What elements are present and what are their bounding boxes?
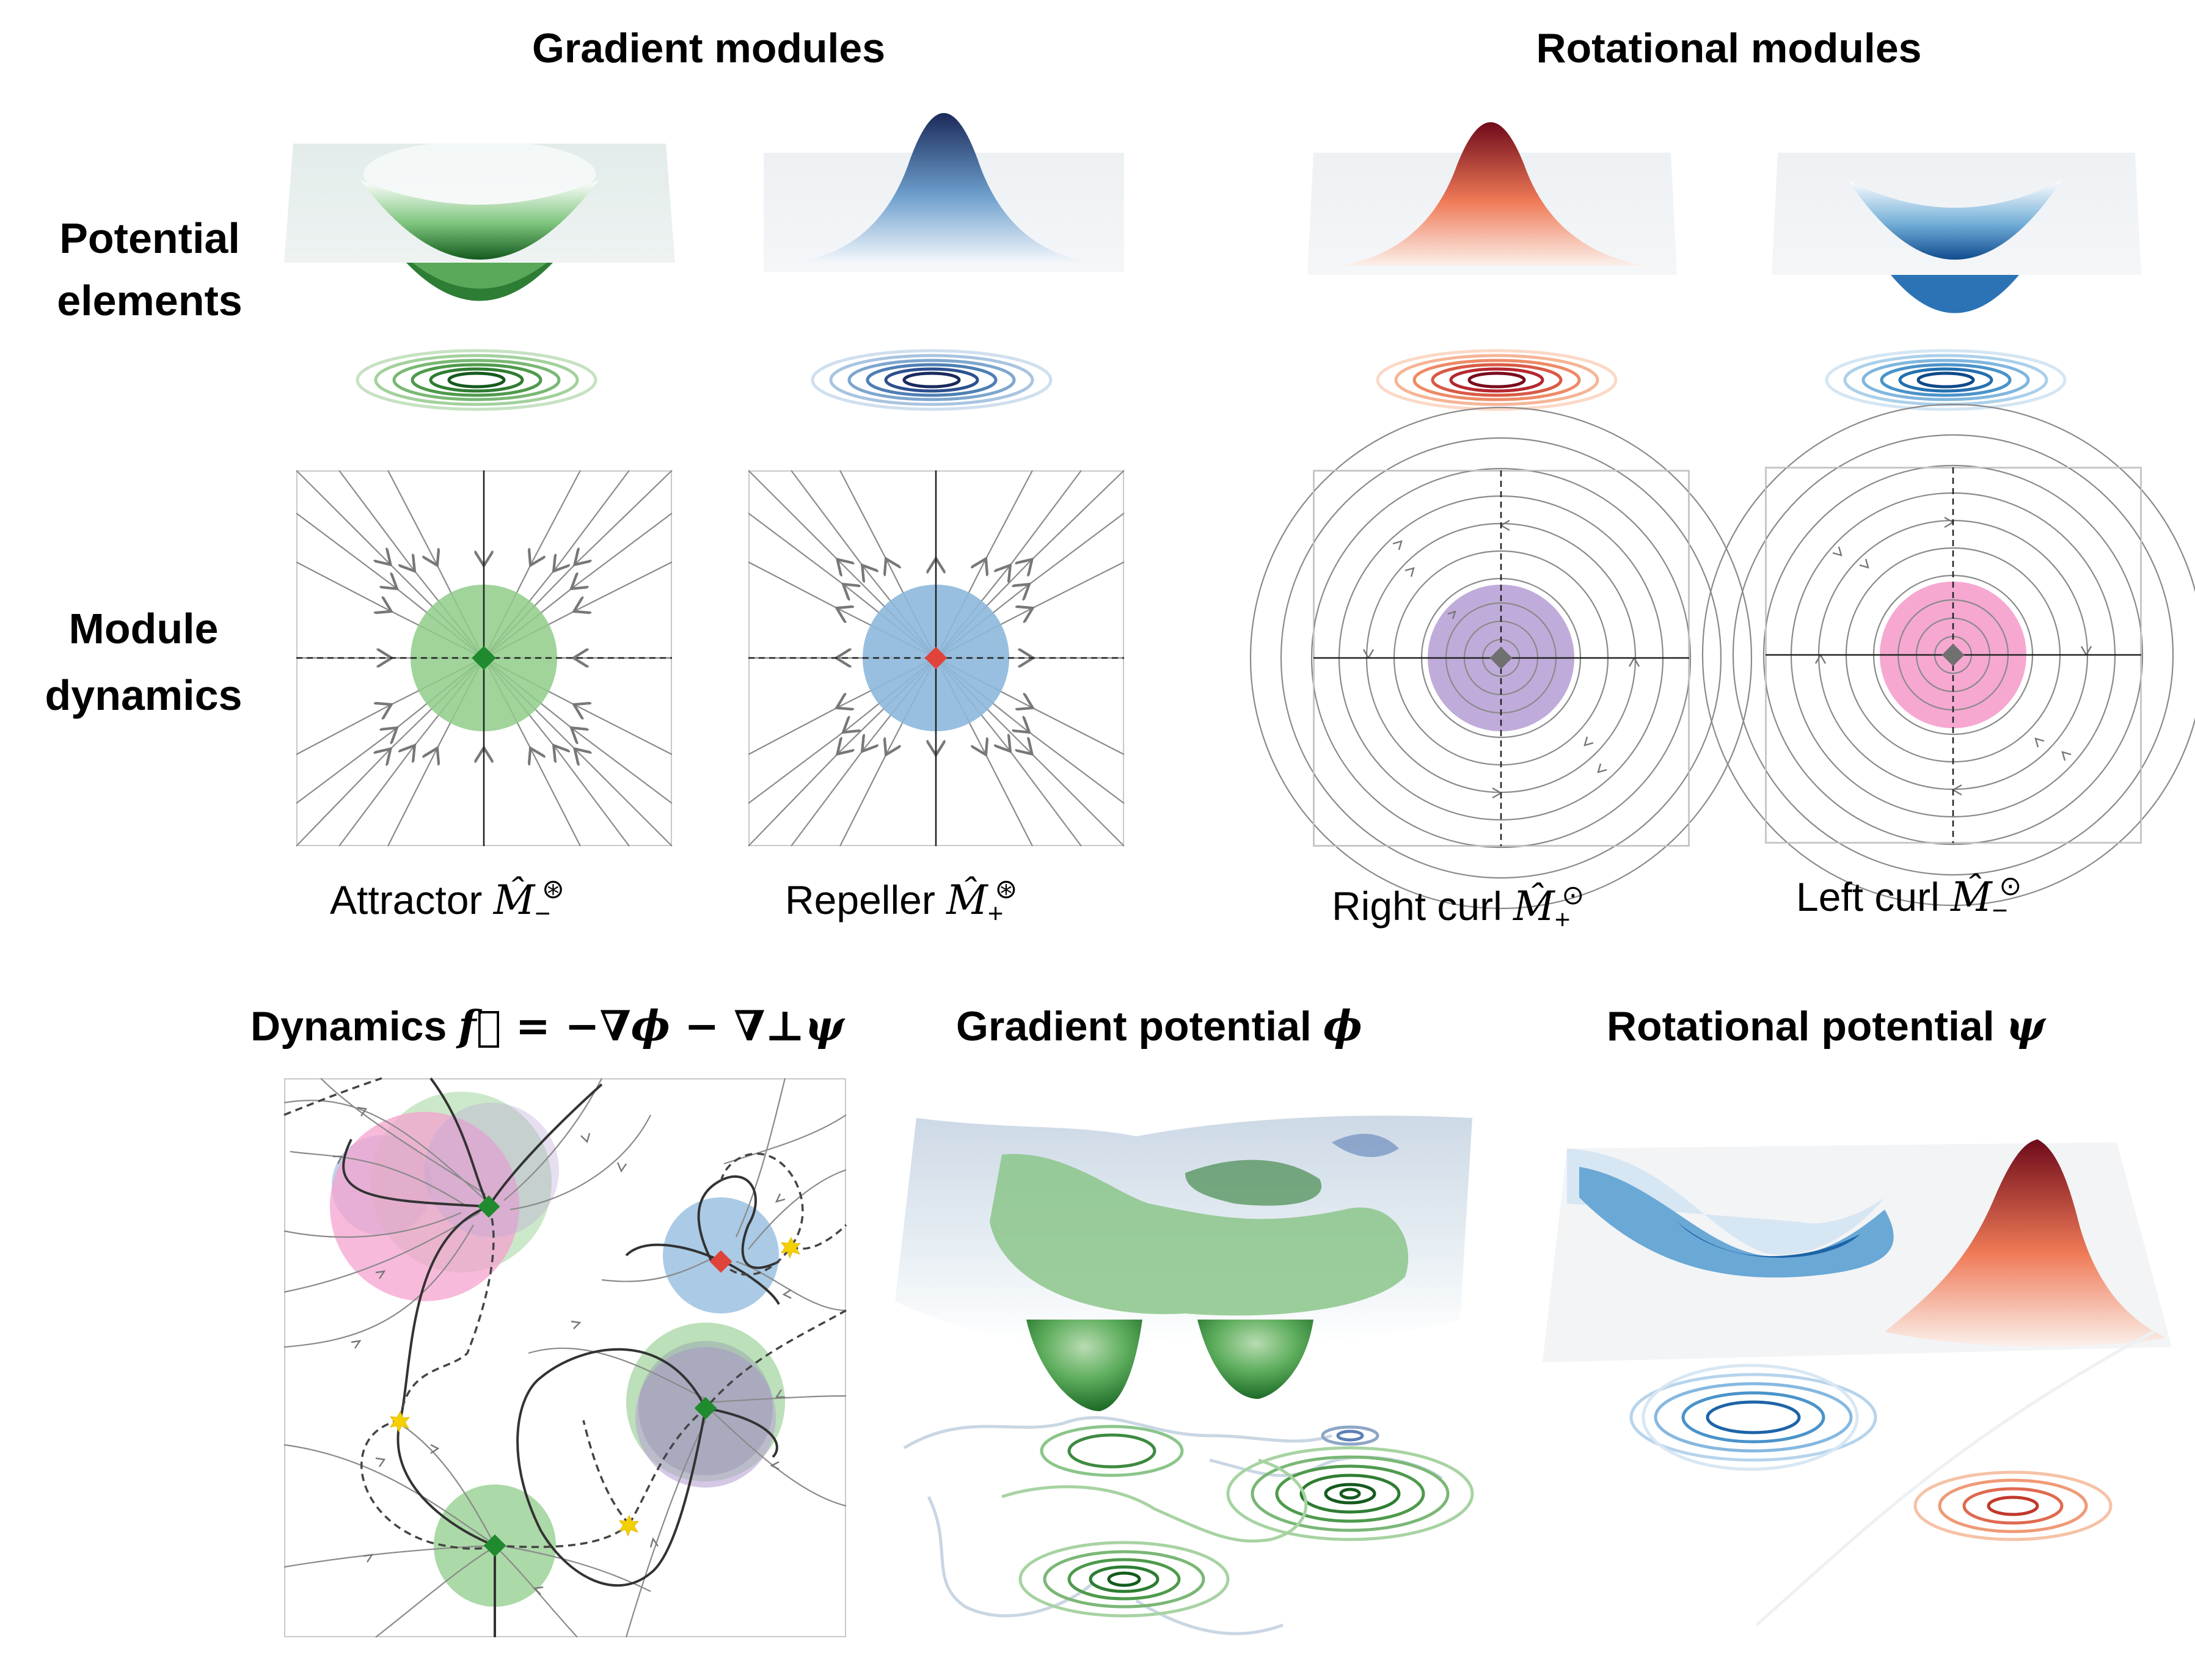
dynamics-equation: f⃗ = −∇ϕ − ∇⊥ψ <box>458 1002 844 1051</box>
rotational-potential-surface <box>1543 1139 2172 1626</box>
right-curl-potential-surface <box>1307 122 1677 275</box>
combined-dynamics-panel <box>283 1077 847 1638</box>
right-curl-caption: Right curl M̂+⊙ <box>1332 880 1584 935</box>
potential-elements-label: Potential elements <box>12 208 287 332</box>
caption-name: Repeller <box>785 877 935 922</box>
caption-subscript: + <box>1554 905 1571 935</box>
gradient-potential-symbol: ϕ <box>1323 1002 1362 1051</box>
attractor-contours <box>356 349 597 411</box>
caption-name: Attractor <box>330 877 483 922</box>
dynamics-title: Dynamics f⃗ = −∇ϕ − ∇⊥ψ <box>250 1002 844 1051</box>
row-label-line: Potential <box>59 214 240 262</box>
caption-superscript: ⊛ <box>542 874 564 904</box>
rotational-potential-word: Rotational potential <box>1607 1003 1995 1050</box>
left-curl-caption: Left curl M̂−⊙ <box>1796 871 2022 926</box>
attractor-caption: Attractor M̂−⊛ <box>330 874 564 929</box>
caption-symbol: M̂ <box>493 877 535 924</box>
rotational-modules-header: Rotational modules <box>1536 25 1922 71</box>
caption-superscript: ⊙ <box>1999 871 2022 901</box>
repeller-caption: Repeller M̂+⊛ <box>785 874 1017 929</box>
caption-superscript: ⊛ <box>995 874 1018 904</box>
gradient-potential-word: Gradient potential <box>956 1003 1312 1050</box>
left-curl-potential-surface <box>1772 153 2141 313</box>
attractor-phase-portrait <box>296 470 673 847</box>
row-label-line: Module <box>68 605 219 652</box>
repeller-potential-surface <box>764 113 1124 272</box>
rotational-potential-symbol: ψ <box>2006 1002 2045 1051</box>
right-curl-contours <box>1376 349 1618 411</box>
caption-subscript: − <box>535 899 551 929</box>
module-dynamics-label: Module dynamics <box>6 596 281 728</box>
row-label-line: dynamics <box>45 671 243 719</box>
dynamics-title-word: Dynamics <box>250 1003 447 1050</box>
row-label-line: elements <box>57 276 243 324</box>
gradient-potential-title: Gradient potential ϕ <box>956 1002 1362 1051</box>
repeller-contours <box>811 349 1053 411</box>
caption-symbol: M̂ <box>946 877 988 924</box>
caption-name: Left curl <box>1796 874 1940 919</box>
caption-name: Right curl <box>1332 883 1502 929</box>
caption-symbol: M̂ <box>1951 874 1992 921</box>
left-curl-phase-portrait <box>1702 404 2195 906</box>
attractor-potential-surface <box>284 141 675 301</box>
caption-subscript: − <box>1992 896 2008 926</box>
gradient-potential-surface <box>895 1116 1474 1635</box>
caption-superscript: ⊙ <box>1561 880 1585 910</box>
left-curl-contours <box>1825 349 2067 411</box>
caption-subscript: + <box>987 899 1004 929</box>
right-curl-phase-portrait <box>1249 406 1753 910</box>
repeller-phase-portrait <box>748 470 1125 847</box>
caption-symbol: M̂ <box>1513 883 1555 930</box>
gradient-modules-header: Gradient modules <box>531 25 886 71</box>
rotational-potential-title: Rotational potential ψ <box>1607 1002 2045 1051</box>
